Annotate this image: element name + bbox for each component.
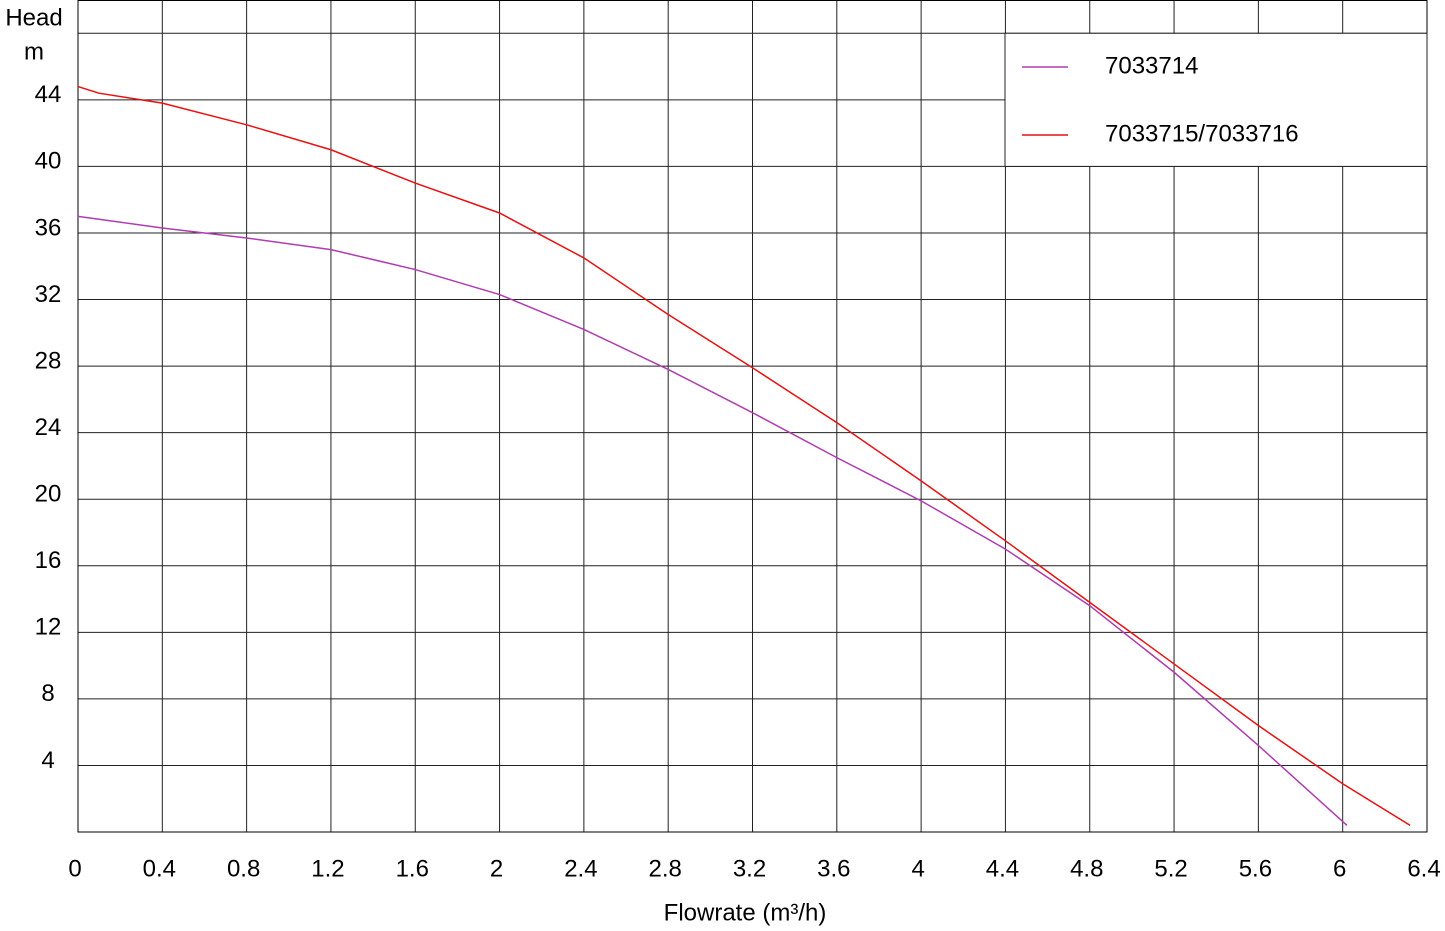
y-tick-label: 40 [35,148,62,175]
legend-box [1004,32,1428,167]
y-axis-title: Head [5,4,62,31]
legend-label: 7033715/7033716 [1105,120,1299,147]
x-tick-label: 4.8 [1070,855,1103,882]
x-tick-label: 2.4 [564,855,597,882]
x-tick-label: 5.2 [1154,855,1187,882]
y-tick-label: 24 [35,414,62,441]
x-tick-label: 6 [1333,855,1346,882]
x-tick-label: 0.8 [227,855,260,882]
y-tick-label: 32 [35,281,62,308]
x-tick-label: 0.4 [143,855,176,882]
y-tick-label: 16 [35,547,62,574]
x-tick-label: 3.2 [733,855,766,882]
y-tick-label: 4 [41,747,54,774]
plot-frame [77,0,1428,833]
legend-label: 7033714 [1105,52,1198,79]
x-tick-label: 1.6 [396,855,429,882]
x-tick-label: 2 [490,855,503,882]
x-axis-title: Flowrate (m³/h) [664,899,827,926]
y-tick-label: 28 [35,347,62,374]
line-series [77,215,1348,826]
x-tick-label: 0 [68,855,81,882]
y-tick-label: 44 [35,81,62,108]
x-tick-label: 6.4 [1407,855,1440,882]
x-tick-label: 5.6 [1239,855,1272,882]
y-tick-label: 8 [41,680,54,707]
x-tick-label: 2.8 [649,855,682,882]
y-tick-label: 12 [35,614,62,641]
x-tick-label: 1.2 [311,855,344,882]
y-tick-label: 36 [35,214,62,241]
x-tick-label: 4 [911,855,924,882]
line-series [77,85,1411,826]
x-tick-label: 3.6 [817,855,850,882]
y-tick-label: 20 [35,481,62,508]
x-tick-label: 4.4 [986,855,1019,882]
y-axis-title: m [24,38,44,65]
